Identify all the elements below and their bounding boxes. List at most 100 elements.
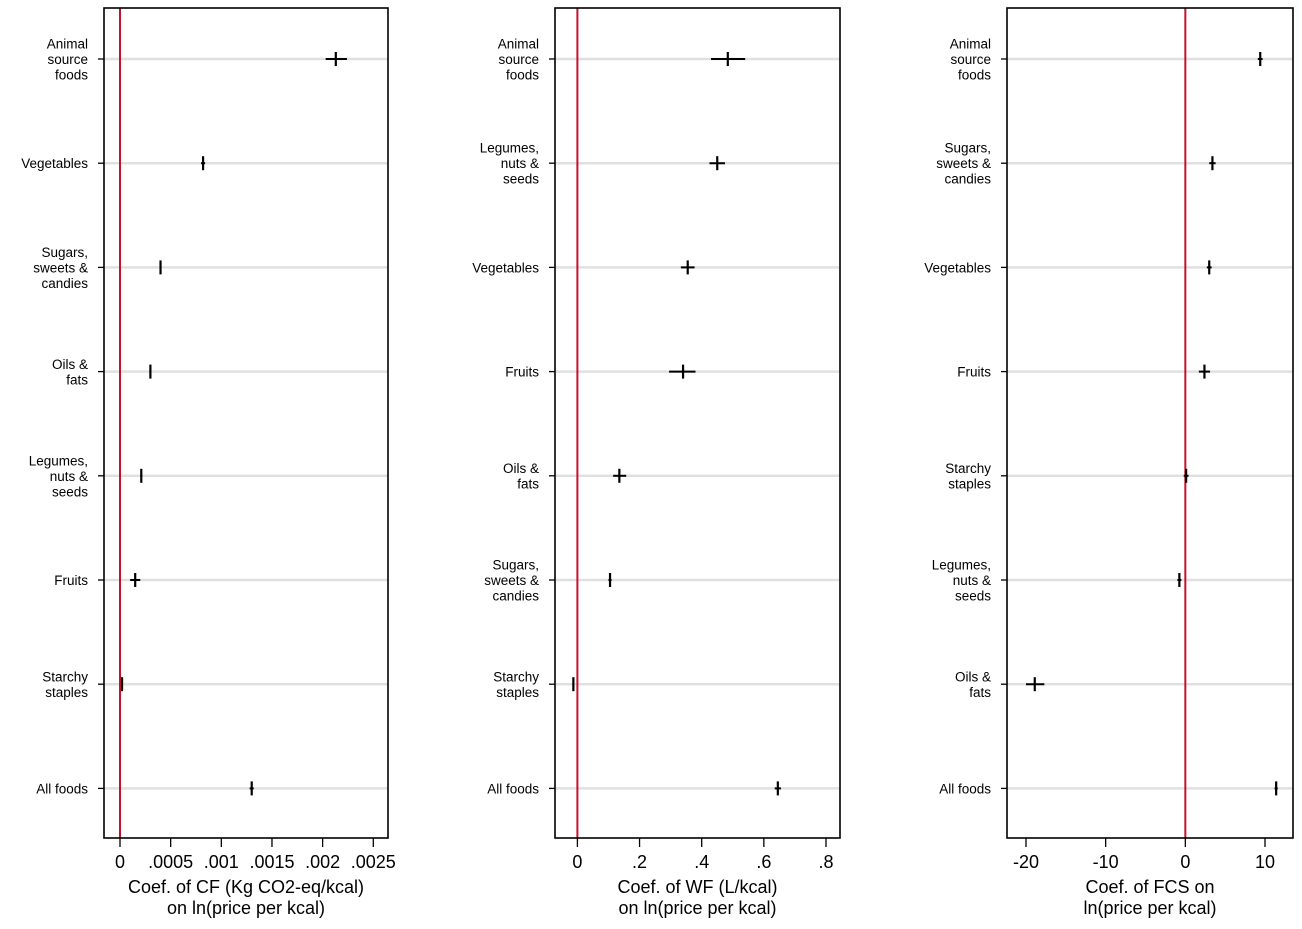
category-label: Oils & fats — [52, 357, 88, 388]
category-label-line: Fruits — [54, 573, 88, 588]
category-label-line: fats — [517, 477, 539, 492]
x-tick-label: .001 — [204, 852, 239, 872]
panel-1: Animal source foods Vegetables Sugars, sweets… — [21, 7, 396, 918]
x-axis-label: ln(price per kcal) — [1083, 898, 1216, 918]
category-label-line: sweets & — [484, 573, 539, 588]
x-axis-label: Coef. of CF (Kg CO2-eq/kcal) — [128, 877, 364, 897]
category-label-line: staples — [496, 685, 539, 700]
category-label: Starchy staples — [42, 669, 88, 700]
category-label-line: sweets & — [936, 156, 991, 171]
category-label: Vegetables — [924, 260, 991, 275]
category-label-line: foods — [506, 68, 539, 83]
category-label-line: foods — [958, 68, 991, 83]
category-label-line: Legumes, — [480, 141, 539, 156]
x-axis-label: on ln(price per kcal) — [167, 898, 325, 918]
x-tick-label: .6 — [756, 852, 771, 872]
category-label-line: Starchy — [42, 669, 88, 684]
category-label-line: Animal — [47, 37, 88, 52]
category-label-line: Fruits — [957, 365, 991, 380]
plot-frame — [103, 7, 389, 839]
x-axis-label: Coef. of FCS on — [1085, 877, 1214, 897]
category-label-line: All foods — [36, 781, 88, 796]
category-label: Starchy staples — [945, 461, 991, 492]
category-label-line: Fruits — [505, 365, 539, 380]
category-label-line: nuts & — [501, 156, 539, 171]
category-label: Fruits — [54, 573, 88, 588]
x-tick-label: .0005 — [148, 852, 193, 872]
x-tick-label: .0025 — [351, 852, 396, 872]
panel-2: Animal source foods Legumes, nuts & seeds Vege… — [472, 7, 841, 918]
category-label: Starchy staples — [493, 669, 539, 700]
category-label-line: nuts & — [953, 573, 991, 588]
category-label-line: Animal — [498, 37, 539, 52]
category-label: Fruits — [505, 365, 539, 380]
category-label-line: seeds — [503, 172, 539, 187]
category-label-line: Sugars, — [492, 558, 539, 573]
x-axis-label: Coef. of WF (L/kcal) — [617, 877, 777, 897]
category-label-line: candies — [492, 589, 539, 604]
category-label: Oils & fats — [955, 669, 991, 700]
category-label-line: seeds — [955, 589, 991, 604]
category-label-line: nuts & — [50, 469, 88, 484]
category-label-line: Legumes, — [932, 558, 991, 573]
category-label: Sugars, sweets & candies — [484, 558, 539, 604]
category-label: All foods — [487, 781, 539, 796]
category-label-line: staples — [45, 685, 88, 700]
category-label-line: source — [498, 52, 539, 67]
x-tick-label: 0 — [1180, 852, 1190, 872]
category-label-line: Starchy — [945, 461, 991, 476]
category-label-line: Vegetables — [472, 260, 539, 275]
category-label-line: Sugars, — [944, 141, 991, 156]
category-label: Sugars, sweets & candies — [33, 245, 88, 291]
category-label: Sugars, sweets & candies — [936, 141, 991, 187]
category-label: Animal source foods — [950, 37, 992, 83]
x-axis-label: on ln(price per kcal) — [618, 898, 776, 918]
category-label-line: source — [950, 52, 991, 67]
category-label: All foods — [939, 781, 991, 796]
category-label-line: fats — [66, 372, 88, 387]
x-tick-label: .002 — [305, 852, 340, 872]
category-label-line: staples — [948, 477, 991, 492]
category-label-line: seeds — [52, 484, 88, 499]
category-label-line: source — [47, 52, 88, 67]
category-label: Fruits — [957, 365, 991, 380]
x-tick-label: 0 — [572, 852, 582, 872]
x-tick-label: -10 — [1093, 852, 1119, 872]
category-label: Oils & fats — [503, 461, 539, 492]
category-label-line: foods — [55, 68, 88, 83]
category-label: Legumes, nuts & seeds — [480, 141, 540, 187]
category-label-line: Legumes, — [29, 453, 88, 468]
category-label: Vegetables — [21, 156, 88, 171]
category-label-line: All foods — [939, 781, 991, 796]
x-tick-label: .0015 — [249, 852, 294, 872]
category-label-line: Oils & — [955, 669, 991, 684]
category-label-line: Vegetables — [924, 260, 991, 275]
category-label-line: All foods — [487, 781, 539, 796]
x-tick-label: 10 — [1255, 852, 1275, 872]
category-label-line: Vegetables — [21, 156, 88, 171]
category-label: Legumes, nuts & seeds — [29, 453, 89, 499]
category-label-line: candies — [41, 276, 88, 291]
category-label-line: sweets & — [33, 260, 88, 275]
plot-frame — [554, 7, 841, 839]
category-label: Vegetables — [472, 260, 539, 275]
category-label: Animal source foods — [498, 37, 540, 83]
plot-frame — [1006, 7, 1294, 839]
x-tick-label: 0 — [115, 852, 125, 872]
x-tick-label: .4 — [694, 852, 709, 872]
x-tick-label: .8 — [818, 852, 833, 872]
category-label-line: Sugars, — [41, 245, 88, 260]
x-tick-label: -20 — [1013, 852, 1039, 872]
panel-3: Animal source foods Sugars, sweets & candies V… — [924, 7, 1294, 918]
category-label-line: Animal — [950, 37, 991, 52]
category-label-line: Oils & — [52, 357, 88, 372]
category-label: Legumes, nuts & seeds — [932, 558, 992, 604]
category-label-line: Oils & — [503, 461, 539, 476]
category-label-line: fats — [969, 685, 991, 700]
x-tick-label: .2 — [632, 852, 647, 872]
category-label: Animal source foods — [47, 37, 89, 83]
category-label-line: candies — [944, 172, 991, 187]
category-label: All foods — [36, 781, 88, 796]
category-label-line: Starchy — [493, 669, 539, 684]
